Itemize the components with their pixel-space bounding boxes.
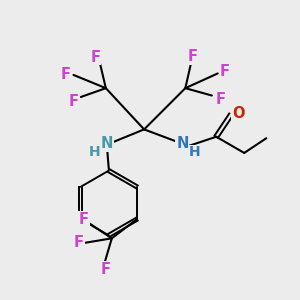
Text: H: H	[189, 146, 201, 159]
Text: F: F	[74, 235, 84, 250]
Text: N: N	[101, 136, 113, 151]
Text: F: F	[220, 64, 230, 79]
Text: F: F	[100, 262, 110, 277]
Text: O: O	[232, 106, 244, 121]
Text: F: F	[69, 94, 79, 109]
Text: N: N	[176, 136, 189, 151]
Text: F: F	[79, 212, 89, 227]
Text: F: F	[61, 67, 71, 82]
Text: F: F	[216, 92, 226, 107]
Text: H: H	[89, 146, 100, 159]
Text: F: F	[188, 49, 198, 64]
Text: F: F	[91, 50, 100, 65]
